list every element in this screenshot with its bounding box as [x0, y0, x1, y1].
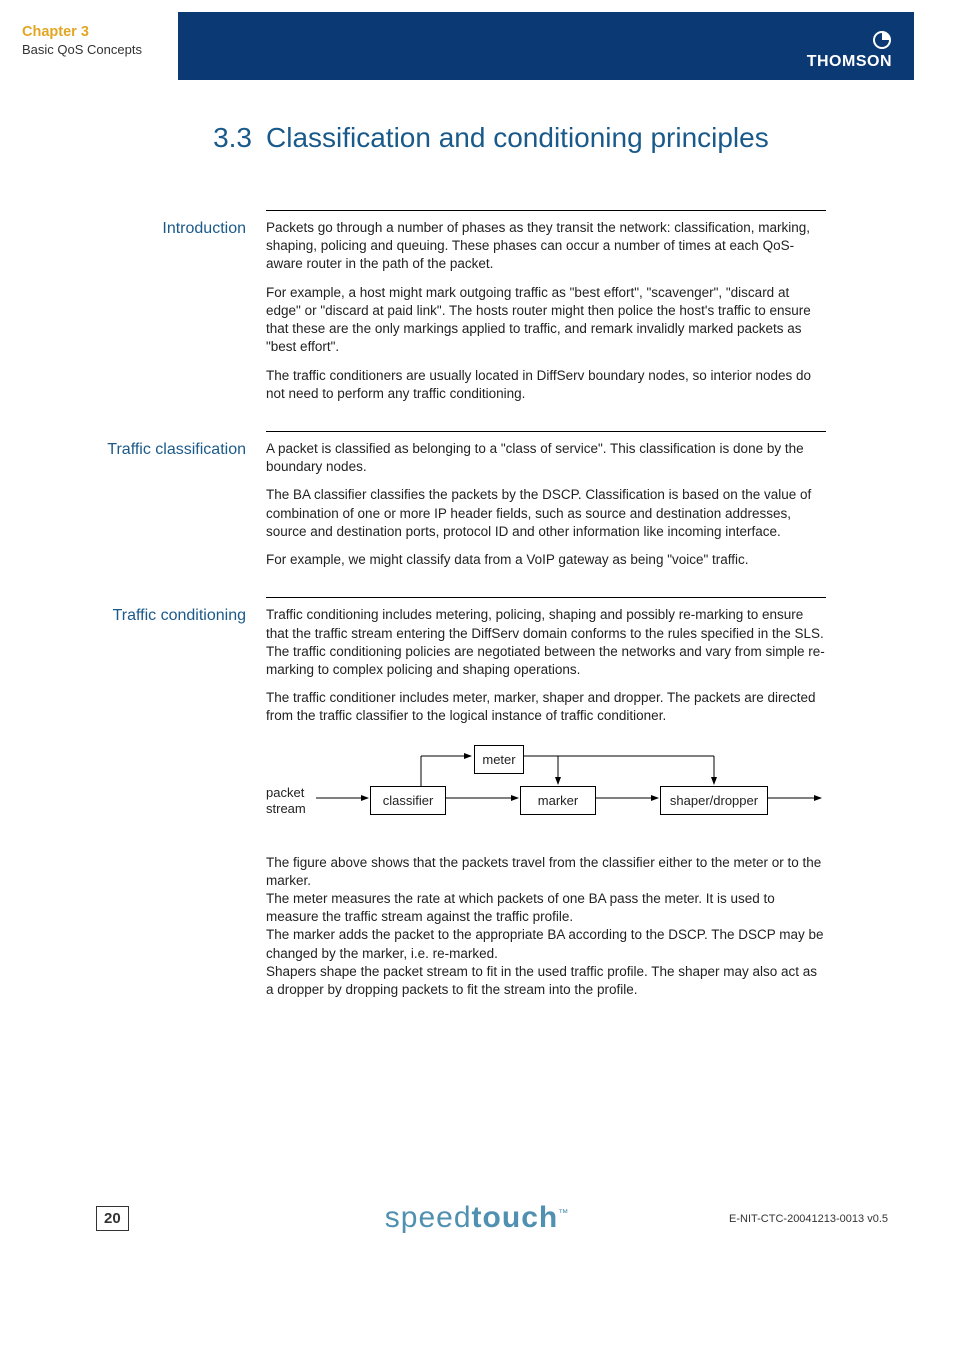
divider-line: [266, 431, 826, 432]
chapter-label: Chapter 3: [22, 24, 142, 40]
intro-p1: Packets go through a number of phases as…: [266, 219, 826, 274]
header-bar: THOMSON: [178, 12, 914, 80]
section-number: 3.3: [0, 122, 266, 154]
conditioning-p5: The marker adds the packet to the approp…: [266, 926, 826, 962]
classification-p2: The BA classifier classifies the packets…: [266, 486, 826, 541]
classification-p3: For example, we might classify data from…: [266, 551, 826, 569]
page-header-left: Chapter 3 Basic QoS Concepts: [22, 24, 142, 57]
intro-body: Packets go through a number of phases as…: [266, 210, 826, 413]
conditioning-p4: The meter measures the rate at which pac…: [266, 890, 826, 926]
intro-row: Introduction Packets go through a number…: [0, 210, 840, 413]
section-header: 3.3Classification and conditioning princ…: [0, 122, 954, 154]
classifier-box: classifier: [370, 786, 446, 816]
classification-label: Traffic classification: [0, 431, 266, 579]
conditioning-p3: The figure above shows that the packets …: [266, 854, 826, 890]
brand-icon: [872, 30, 892, 53]
footer-logo-thin: speed: [385, 1201, 472, 1234]
conditioning-body: Traffic conditioning includes metering, …: [266, 597, 826, 1009]
conditioning-p2: The traffic conditioner includes meter, …: [266, 689, 826, 725]
intro-label: Introduction: [0, 210, 266, 413]
classification-p1: A packet is classified as belonging to a…: [266, 440, 826, 476]
conditioning-p1: Traffic conditioning includes metering, …: [266, 606, 826, 679]
divider-line: [266, 597, 826, 598]
footer-logo-tm: ™: [558, 1208, 569, 1219]
packet-l2: stream: [266, 801, 306, 816]
doc-id: E-NIT-CTC-20041213-0013 v0.5: [729, 1213, 888, 1225]
intro-p3: The traffic conditioners are usually loc…: [266, 367, 826, 403]
page-footer: 20 speedtouch™ E-NIT-CTC-20041213-0013 v…: [0, 1191, 954, 1231]
classification-body: A packet is classified as belonging to a…: [266, 431, 826, 579]
content-area: Introduction Packets go through a number…: [0, 192, 840, 1009]
marker-box: marker: [520, 786, 596, 816]
brand-logo: THOMSON: [807, 30, 892, 71]
intro-p2: For example, a host might mark outgoing …: [266, 284, 826, 357]
flow-diagram: packet stream classifier meter marker sh…: [266, 740, 826, 840]
chapter-subtitle: Basic QoS Concepts: [22, 42, 142, 57]
page-number: 20: [96, 1206, 129, 1231]
packet-l1: packet: [266, 785, 304, 800]
divider-line: [266, 210, 826, 211]
classification-row: Traffic classification A packet is class…: [0, 431, 840, 579]
conditioning-row: Traffic conditioning Traffic conditionin…: [0, 597, 840, 1009]
shaper-box: shaper/dropper: [660, 786, 768, 816]
packet-stream-label: packet stream: [266, 785, 306, 818]
section-title: Classification and conditioning principl…: [266, 122, 769, 154]
meter-box: meter: [474, 745, 524, 775]
footer-logo: speedtouch™: [385, 1201, 569, 1235]
conditioning-label: Traffic conditioning: [0, 597, 266, 1009]
footer-logo-bold: touch: [472, 1201, 559, 1234]
conditioning-p6: Shapers shape the packet stream to fit i…: [266, 963, 826, 999]
brand-text: THOMSON: [807, 53, 892, 71]
